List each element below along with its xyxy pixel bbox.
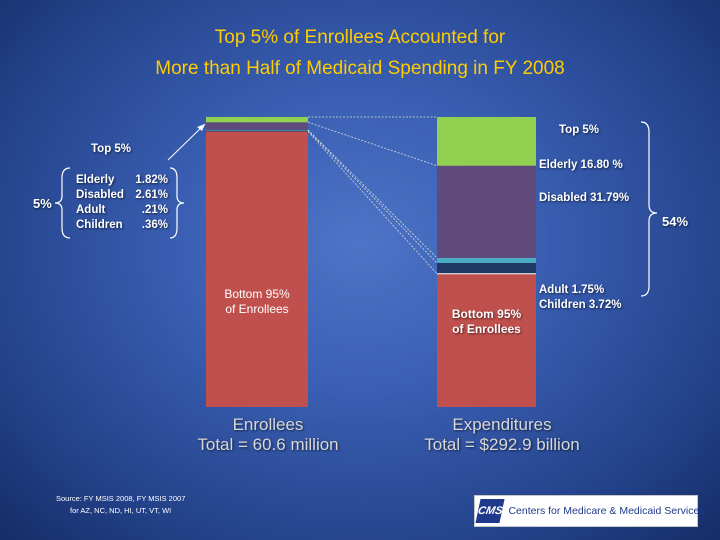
connector-line-elderly-bottom <box>307 121 438 167</box>
bar-segment-enrollees-bottom95 <box>206 131 308 407</box>
adult-right-label: Adult 1.75% <box>539 284 605 296</box>
top5-left-label: Top 5% <box>91 143 132 155</box>
top5-arrowhead <box>197 124 205 131</box>
chart-title-line1: Top 5% of Enrollees Accounted for <box>214 27 506 48</box>
total-left-label: 5% <box>33 196 52 211</box>
breakdown-row-adult: Adult .21% <box>76 204 168 216</box>
bar-segment-enrollees-adult <box>206 129 308 131</box>
chart-title-line2: More than Half of Medicaid Spending in F… <box>155 58 565 79</box>
breakdown-row-disabled: Disabled 2.61% <box>76 189 168 201</box>
enrollees-axis-label: Enrollees Total = 60.6 million <box>197 415 339 454</box>
right-brace <box>640 121 658 297</box>
bar-segment-expenditures-children <box>437 262 536 274</box>
connector-line-disabled-bottom <box>307 129 438 259</box>
cms-logo-name: Centers for Medicare & Medicaid Services <box>508 505 705 517</box>
cms-logo: CMS Centers for Medicare & Medicaid Serv… <box>474 495 705 527</box>
bar-segment-enrollees-children <box>206 130 308 132</box>
bar-segment-enrollees-disabled <box>206 122 308 130</box>
bar-segment-expenditures-disabled <box>437 165 536 258</box>
bottom95-right-label: Bottom 95% of Enrollees <box>451 307 522 336</box>
breakdown-row-elderly: Elderly 1.82% <box>76 174 168 186</box>
top5-right-label: Top 5% <box>559 124 600 136</box>
breakdown-brace-right <box>169 167 185 239</box>
bar-segment-enrollees-elderly <box>206 117 308 123</box>
cms-logo-mark: CMS <box>475 499 506 523</box>
bar-segment-expenditures-elderly <box>437 117 536 166</box>
connector-line-adult-bottom <box>307 130 438 264</box>
elderly-right-label: Elderly 16.80 % <box>539 159 623 171</box>
bottom95-left-label: Bottom 95% of Enrollees <box>224 287 290 316</box>
source-note: Source: FY MSIS 2008, FY MSIS 2007 for A… <box>56 494 186 515</box>
bar-segment-expenditures-adult <box>437 257 536 263</box>
children-right-label: Children 3.72% <box>539 299 622 311</box>
bar-segment-expenditures-bottom95 <box>437 273 536 407</box>
breakdown-row-children: Children .36% <box>76 219 168 231</box>
enrollee-breakdown-list: Elderly 1.82% Disabled 2.61% Adult .21% Chi… <box>76 173 168 233</box>
expenditures-axis-label: Expenditures Total = $292.9 billion <box>424 415 580 454</box>
total-right-label: 54% <box>662 214 689 229</box>
disabled-right-label: Disabled 31.79% <box>539 192 630 204</box>
connector-line-children-bottom <box>307 131 438 275</box>
left-brace <box>54 167 71 239</box>
top5-arrow <box>167 123 206 161</box>
